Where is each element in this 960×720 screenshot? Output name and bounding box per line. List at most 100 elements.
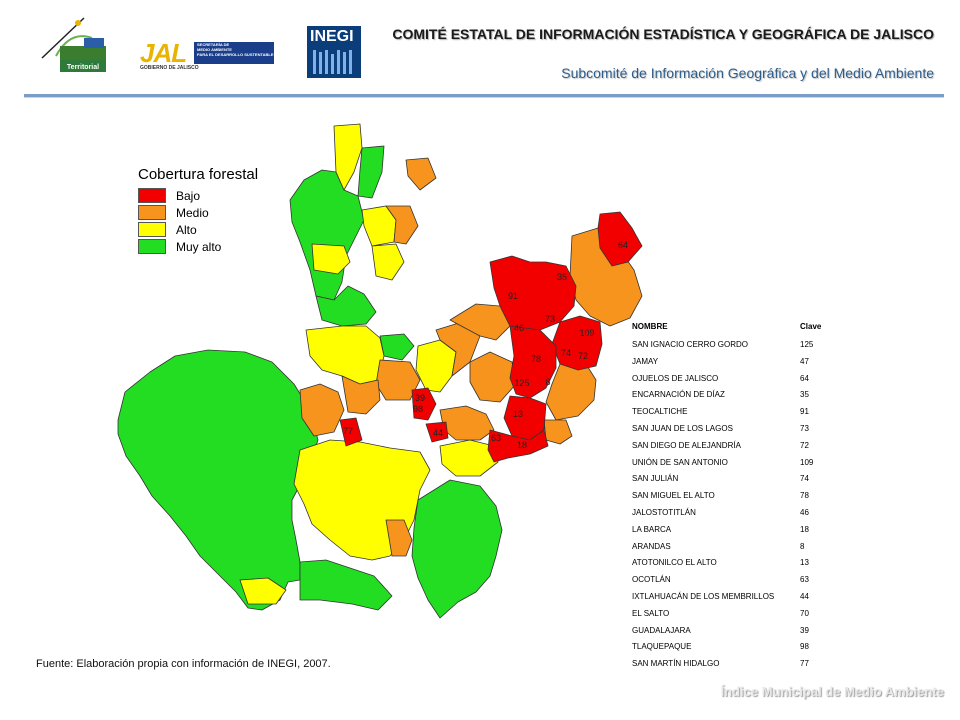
table-header-name: NOMBRE [632,322,668,331]
region-yellow-north4 [371,243,405,281]
map-label-64: 64 [618,240,628,250]
jalisco-forest-cover-map: 64 35 91 73 46 109 74 72 78 125 8 13 63 … [117,123,643,619]
region-green-north [289,169,365,301]
municipality-name: ENCARNACIÓN DE DÍAZ [632,390,725,400]
map-legend: Cobertura forestal Bajo Medio Alto Muy a… [138,166,258,255]
map-label-13: 13 [513,409,523,419]
region-green-south [411,479,503,619]
region-orange-east3 [545,363,597,421]
territorial-logo: Territorial [40,16,112,80]
legend-swatch-alto [138,222,166,237]
region-orange-center3 [341,375,381,415]
table-row: OJUELOS DE JALISCO 64 [632,374,862,391]
municipality-name: SAN IGNACIO CERRO GORDO [632,340,749,349]
map-label-72: 72 [578,351,588,361]
municipality-key: 63 [800,575,809,585]
municipality-key: 73 [800,423,809,433]
jalisco-logo: JAL GOBIERNO DE JALISCO SECRETARÍA DE ME… [138,38,278,74]
municipality-key: 70 [800,608,809,618]
municipality-key: 78 [800,491,809,501]
municipality-name: TEOCALTICHE [632,407,688,417]
table-row: OCOTLÁN 63 [632,575,862,592]
map-label-73: 73 [545,314,555,324]
region-red-sanmartin [339,417,363,447]
region-green-north-strip [357,145,385,199]
municipality-key: 77 [800,659,809,669]
table-row: UNIÓN DE SAN ANTONIO 109 [632,458,862,475]
table-body: SAN IGNACIO CERRO GORDO 125 JAMAY 47 OJUELOS… [632,340,862,676]
region-red-ojuelos [597,211,643,267]
municipality-table: NOMBRE Clave SAN IGNACIO CERRO GORDO 125 J… [632,322,862,676]
jal-logo-text: JAL [140,38,187,68]
map-label-8: 8 [545,377,550,387]
page-title: COMITÉ ESTATAL DE INFORMACIÓN ESTADÍSTIC… [392,26,934,42]
region-green-northwest [315,285,377,327]
legend-swatch-muy-alto [138,239,166,254]
page-subtitle: Subcomité de Información Geográfica y de… [561,65,934,81]
inegi-logo-text: INEGI [310,28,354,45]
map-label-18: 18 [517,440,527,450]
region-red-altos-north [489,255,577,337]
table-row: ARANDAS 8 [632,542,862,559]
table-header: NOMBRE Clave [632,322,862,340]
municipality-name: UNIÓN DE SAN ANTONIO [632,457,728,467]
region-red-altos-center [509,325,557,399]
map-label-98: 98 [413,404,423,414]
map-label-63: 63 [491,433,501,443]
municipality-name: SAN JULIÁN [632,474,679,484]
region-green-west [117,349,319,611]
legend-title: Cobertura forestal [138,166,259,183]
table-row: SAN DIEGO DE ALEJANDRÍA 72 [632,441,862,458]
region-orange-center-west [299,383,345,437]
region-yellow-center [305,325,385,385]
municipality-key: 13 [800,558,809,568]
municipality-key: 98 [800,642,809,652]
legend-item-bajo: Bajo [138,187,258,204]
municipality-key: 35 [800,390,809,400]
municipality-name: ATOTONILCO EL ALTO [632,558,717,568]
municipality-key: 74 [800,474,809,484]
legend-swatch-medio [138,205,166,220]
municipality-name: LA BARCA [632,524,672,534]
table-row: SAN JULIÁN 74 [632,474,862,491]
municipality-name: SAN JUAN DE LOS LAGOS [632,423,733,433]
map-label-44: 44 [433,428,443,438]
municipality-key: 47 [800,356,809,366]
region-orange-east2 [469,351,517,403]
municipality-name: JALOSTOTITLÁN [632,507,696,517]
municipality-key: 91 [800,407,809,417]
table-row: SAN MIGUEL EL ALTO 78 [632,491,862,508]
table-row: SAN JUAN DE LOS LAGOS 73 [632,424,862,441]
map-label-109: 109 [579,328,594,338]
table-row: TEOCALTICHE 91 [632,407,862,424]
region-yellow-south2 [439,439,499,477]
municipality-name: EL SALTO [632,608,670,618]
municipality-key: 109 [800,457,814,467]
map-label-35: 35 [557,272,567,282]
region-red-gdl [411,387,437,421]
municipality-key: 125 [800,340,814,349]
legend-label: Alto [176,222,197,237]
region-orange-southeast [543,419,573,445]
legend-label: Muy alto [176,239,222,254]
region-red-elsalto [425,421,449,443]
legend-item-muy-alto: Muy alto [138,238,258,255]
municipality-name: SAN MIGUEL EL ALTO [632,491,715,501]
municipality-key: 64 [800,373,809,383]
municipality-name: IXTLAHUACÁN DE LOS MEMBRILLOS [632,591,775,601]
table-row: IXTLAHUACÁN DE LOS MEMBRILLOS 44 [632,592,862,609]
municipality-key: 44 [800,591,809,601]
municipality-name: TLAQUEPAQUE [632,642,692,652]
region-green-center [379,333,415,361]
table-row: SAN IGNACIO CERRO GORDO 125 [632,340,862,357]
region-yellow-north3 [311,243,351,275]
region-orange-north2 [385,205,419,245]
municipality-key: 72 [800,440,809,450]
legend-label: Bajo [176,188,201,203]
region-red-altos-east [551,315,603,371]
legend-swatch-bajo [138,188,166,203]
region-orange-north [405,157,437,191]
region-orange-south [385,519,413,557]
region-orange-lake [439,405,495,441]
municipality-key: 39 [800,625,809,635]
